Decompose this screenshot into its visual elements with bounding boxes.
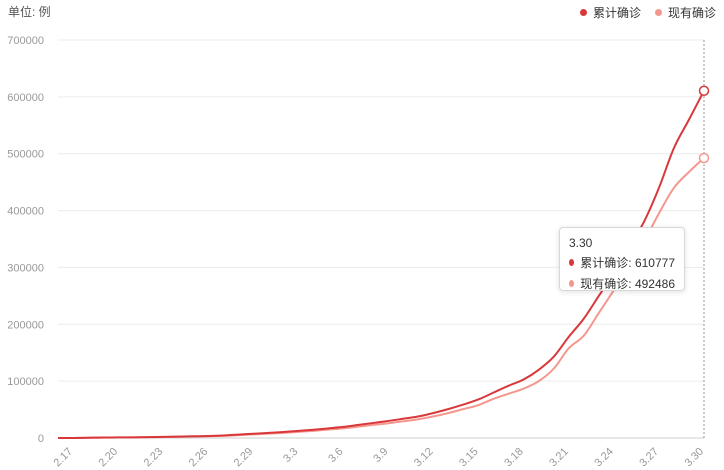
- tooltip-row-current: 现有确诊: 492486: [569, 275, 675, 292]
- x-tick-label: 3.6: [326, 446, 345, 465]
- x-tick-label: 3.3: [281, 446, 300, 465]
- unit-label: 单位: 例: [8, 5, 51, 19]
- tooltip-value-cumulative: 累计确诊: 610777: [580, 256, 675, 270]
- tooltip-date: 3.30: [569, 236, 593, 250]
- y-tick-label: 700000: [7, 35, 44, 47]
- x-tick-label: 3.15: [457, 446, 481, 470]
- series-end-point-0: [698, 85, 710, 96]
- legend-dot-cumulative-icon: [579, 9, 587, 16]
- x-tick-label: 3.18: [502, 446, 526, 470]
- x-tick-label: 3.24: [592, 446, 616, 470]
- tooltip-dot-current-icon: [569, 280, 575, 287]
- y-tick-label: 600000: [7, 92, 44, 104]
- y-tick-label: 100000: [7, 376, 44, 388]
- series-line-1: [57, 157, 705, 440]
- x-tick-label: 3.21: [547, 446, 571, 470]
- x-tick-label: 3.12: [412, 446, 436, 470]
- tooltip-value-current: 现有确诊: 492486: [580, 277, 675, 291]
- y-tick-label: 300000: [7, 262, 44, 274]
- x-tick-label: 3.9: [371, 446, 390, 465]
- y-tick-label: 400000: [7, 206, 44, 218]
- legend-item-cumulative[interactable]: 累计确诊: [579, 4, 641, 21]
- tooltip-row-cumulative: 累计确诊: 610777: [569, 254, 675, 271]
- x-tick-label: 3.27: [637, 446, 661, 470]
- series-line-0: [57, 90, 705, 440]
- legend-label-current: 现有确诊: [667, 6, 716, 20]
- legend-dot-current-icon: [654, 9, 662, 16]
- legend-label-cumulative: 累计确诊: [592, 6, 641, 20]
- x-tick-label: 2.20: [97, 446, 121, 470]
- y-tick-label: 200000: [7, 319, 44, 331]
- legend: 累计确诊 现有确诊: [579, 4, 716, 21]
- tooltip-dot-cumulative-icon: [569, 259, 575, 266]
- x-tick-label: 2.23: [142, 446, 166, 470]
- x-tick-label: 3.30: [682, 446, 706, 470]
- x-tick-label: 2.26: [187, 446, 211, 470]
- x-tick-label: 2.17: [52, 446, 76, 470]
- x-tick-label: 2.29: [232, 446, 256, 470]
- tooltip: 3.30 累计确诊: 610777 现有确诊: 492486: [559, 227, 685, 291]
- y-tick-label: 500000: [7, 149, 44, 161]
- series-end-point-1: [698, 152, 710, 164]
- legend-item-current[interactable]: 现有确诊: [654, 4, 716, 21]
- y-tick-label: 0: [38, 433, 44, 445]
